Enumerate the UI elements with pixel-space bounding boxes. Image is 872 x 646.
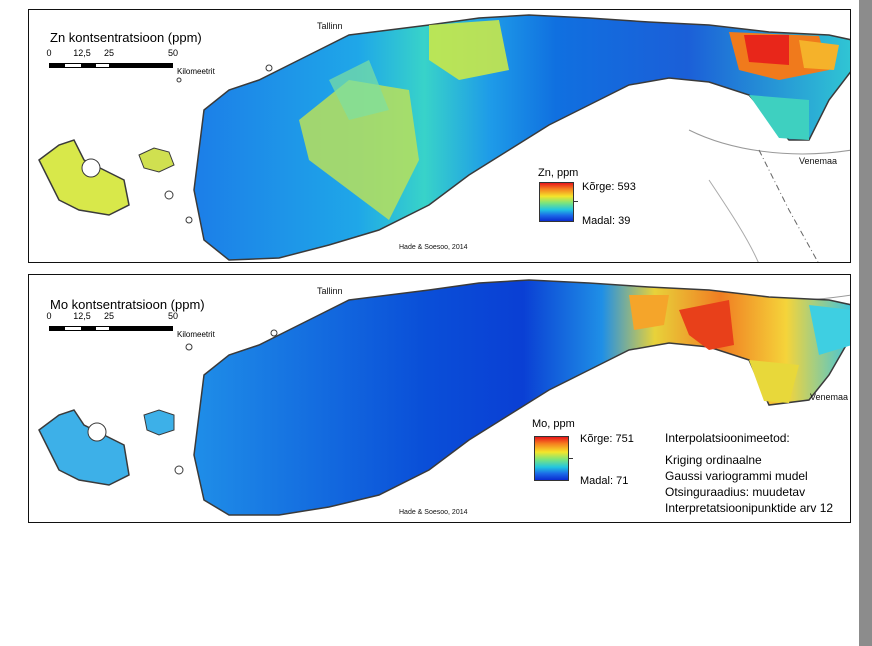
interpolation-line: Kriging ordinaalne <box>665 453 762 467</box>
interpolation-line: Interpretatsioonipunktide arv 12 <box>665 501 834 515</box>
mo-credit: Hade & Soesoo, 2014 <box>399 509 468 516</box>
zn-map-image <box>38 14 850 262</box>
scale-tick: 12,5 <box>73 311 91 321</box>
scale-unit-label: Kilomeetrit <box>177 330 215 339</box>
zn-scale-bar: 0 12,5 25 50 Kilomeetrit <box>46 48 227 78</box>
scale-bar-graphic <box>49 63 173 68</box>
mo-map-title: Mo kontsentratsioon (ppm) <box>50 297 205 312</box>
zn-map-title: Zn kontsentratsioon (ppm) <box>50 30 202 45</box>
mo-legend-high: Kõrge: 751 <box>580 433 634 445</box>
place-label-tallinn: Tallinn <box>317 21 343 31</box>
scale-tick: 50 <box>167 48 179 58</box>
scale-tick: 12,5 <box>73 48 91 58</box>
interpolation-line: Otsinguraadius: muudetav <box>665 485 806 499</box>
mo-legend-color-ramp <box>534 436 569 481</box>
place-label-venemaa: Venemaa <box>810 392 849 402</box>
zn-legend-color-ramp <box>539 182 574 222</box>
place-label-tallinn: Tallinn <box>317 286 343 296</box>
mo-map-image <box>38 279 850 516</box>
zn-legend-low: Madal: 39 <box>582 215 631 227</box>
vertical-scrollbar[interactable] <box>859 0 872 646</box>
mo-legend-title: Mo, ppm <box>532 418 575 430</box>
interpolation-heading: Interpolatsioonimeetod: <box>665 431 790 445</box>
interpolation-notes: Interpolatsioonimeetod: Kriging ordinaal… <box>665 430 833 516</box>
mo-map-panel: Mo kontsentratsioon (ppm) 0 12,5 25 50 K… <box>28 274 851 523</box>
interpolation-line: Gaussi variogrammi mudel <box>665 469 808 483</box>
zn-map-panel: Zn kontsentratsioon (ppm) 0 12,5 25 50 K… <box>28 9 851 263</box>
zn-legend-high: Kõrge: 593 <box>582 181 636 193</box>
scale-tick: 0 <box>46 48 52 58</box>
scale-bar-graphic <box>49 326 173 331</box>
place-label-venemaa: Venemaa <box>799 156 838 166</box>
mo-legend-low: Madal: 71 <box>580 475 629 487</box>
scale-tick: 0 <box>46 311 52 321</box>
mo-scale-bar: 0 12,5 25 50 Kilomeetrit <box>46 311 227 341</box>
scale-tick: 25 <box>103 48 115 58</box>
zn-legend-title: Zn, ppm <box>538 167 579 179</box>
scale-unit-label: Kilomeetrit <box>177 67 215 76</box>
scale-tick: 25 <box>103 311 115 321</box>
zn-credit: Hade & Soesoo, 2014 <box>399 244 468 251</box>
scale-tick: 50 <box>167 311 179 321</box>
